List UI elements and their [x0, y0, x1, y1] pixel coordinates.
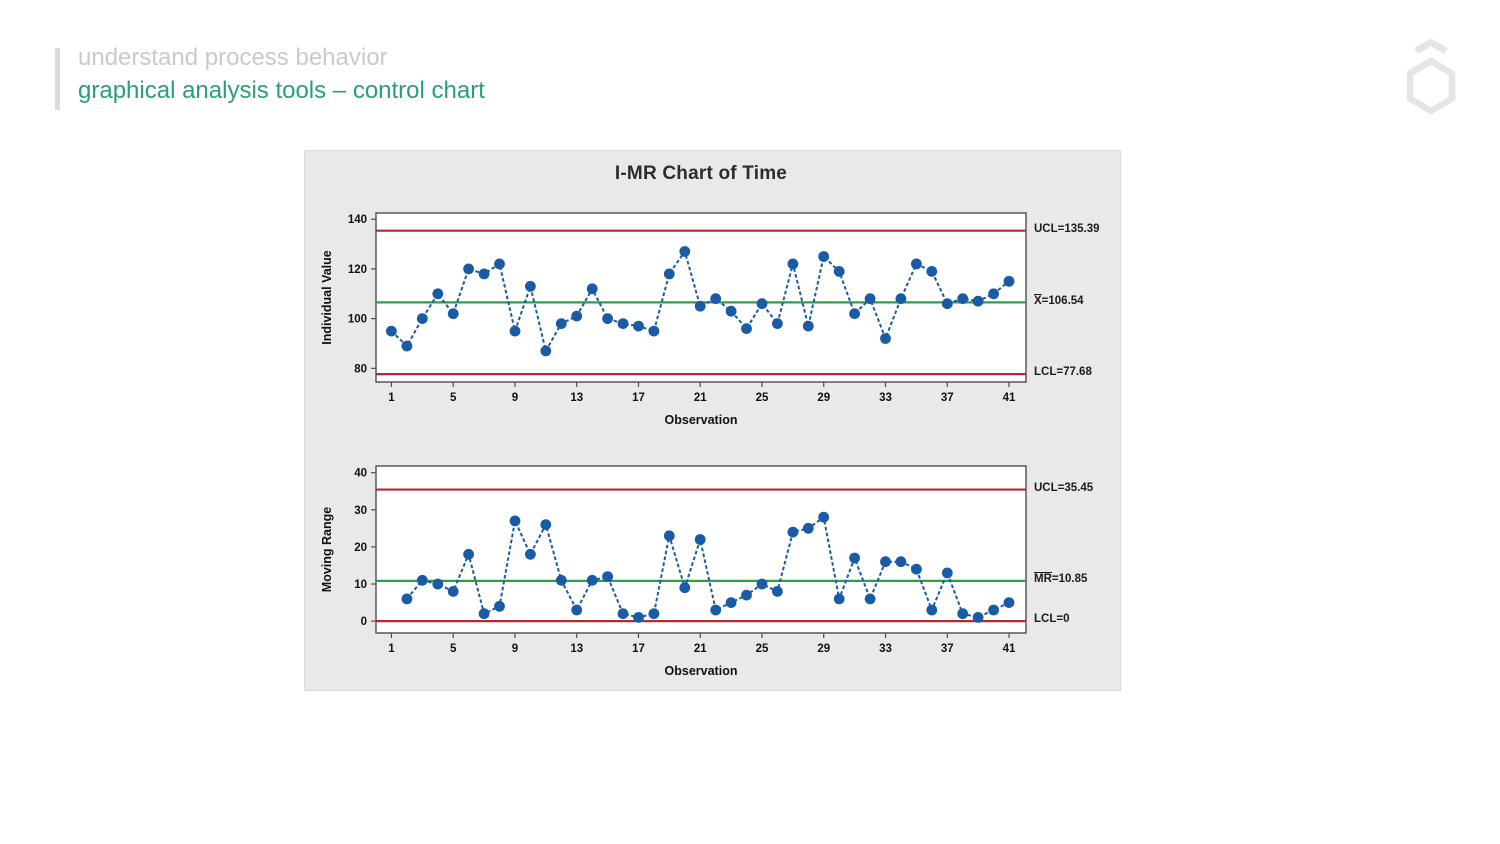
- svg-text:41: 41: [1003, 392, 1016, 404]
- svg-text:25: 25: [756, 392, 769, 404]
- minitab-chart-panel: I-MR Chart of Time 80 100 120 140 1 5 9 13 17 21 2…: [304, 150, 1121, 691]
- svg-text:5: 5: [450, 643, 457, 655]
- mrbar-symbol: MR: [1034, 573, 1052, 585]
- ucl-label-individuals: UCL=135.39: [1034, 223, 1100, 235]
- svg-text:40: 40: [354, 468, 367, 480]
- xbar-value: =106.54: [1041, 295, 1084, 307]
- svg-text:29: 29: [817, 643, 830, 655]
- svg-text:21: 21: [694, 392, 707, 404]
- svg-text:17: 17: [632, 392, 645, 404]
- svg-text:Observation: Observation: [665, 664, 738, 678]
- mrbar-value: =10.85: [1051, 573, 1088, 585]
- svg-text:37: 37: [941, 643, 954, 655]
- xbar-symbol: X: [1034, 295, 1042, 307]
- svg-text:33: 33: [879, 392, 892, 404]
- svg-text:20: 20: [354, 542, 367, 554]
- svg-text:30: 30: [354, 505, 367, 517]
- svg-text:13: 13: [570, 392, 583, 404]
- center-label-moving-range: MR=10.85: [1034, 573, 1087, 585]
- individuals-chart: 80 100 120 140 1 5 9 13 17 21 25 29 33 37 41 Observatio…: [320, 212, 1027, 427]
- svg-text:100: 100: [348, 314, 367, 326]
- svg-text:25: 25: [756, 643, 769, 655]
- svg-text:1: 1: [388, 392, 395, 404]
- svg-text:140: 140: [348, 214, 367, 226]
- hexagon-logo-icon: [1402, 36, 1460, 116]
- svg-text:120: 120: [348, 264, 367, 276]
- svg-text:21: 21: [694, 643, 707, 655]
- slide-section-subtitle: understand process behavior: [78, 44, 388, 71]
- svg-text:41: 41: [1003, 643, 1016, 655]
- chart-title: I-MR Chart of Time: [614, 163, 788, 184]
- svg-text:9: 9: [512, 392, 518, 404]
- svg-text:5: 5: [450, 392, 457, 404]
- svg-text:Observation: Observation: [665, 413, 738, 427]
- svg-text:37: 37: [941, 392, 954, 404]
- svg-text:Moving Range: Moving Range: [320, 507, 334, 592]
- svg-text:17: 17: [632, 643, 645, 655]
- svg-text:10: 10: [354, 579, 367, 591]
- svg-text:Individual Value: Individual Value: [320, 250, 334, 345]
- svg-text:13: 13: [570, 643, 583, 655]
- slide-title: graphical analysis tools – control chart: [78, 77, 485, 104]
- svg-text:1: 1: [388, 643, 395, 655]
- svg-text:33: 33: [879, 643, 892, 655]
- center-label-individuals: X=106.54: [1034, 295, 1084, 307]
- lcl-label-moving-range: LCL=0: [1034, 613, 1070, 625]
- ucl-label-moving-range: UCL=35.45: [1034, 482, 1094, 494]
- svg-text:0: 0: [361, 616, 367, 628]
- header-accent-bar: [55, 48, 60, 110]
- moving-range-chart: 0 10 20 30 40 1 5 9 13 17 21 25 29 33 37 41 Observation M…: [320, 465, 1027, 678]
- svg-text:9: 9: [512, 643, 518, 655]
- svg-text:80: 80: [354, 363, 367, 375]
- svg-text:29: 29: [817, 392, 830, 404]
- lcl-label-individuals: LCL=77.68: [1034, 366, 1092, 378]
